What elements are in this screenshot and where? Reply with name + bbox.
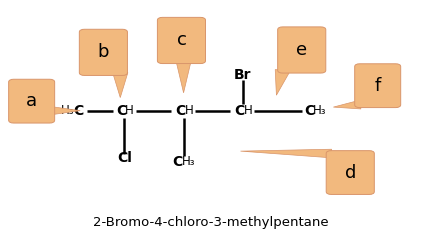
Text: H₃: H₃ [313,104,326,117]
FancyBboxPatch shape [79,29,127,75]
Text: H: H [125,104,134,117]
FancyBboxPatch shape [8,79,55,123]
Text: e: e [296,41,307,59]
FancyBboxPatch shape [326,151,374,194]
FancyBboxPatch shape [355,64,401,108]
FancyBboxPatch shape [278,27,326,73]
Text: C: C [116,104,127,118]
Text: c: c [176,31,187,50]
Polygon shape [241,149,332,158]
Text: H: H [243,104,252,117]
Text: d: d [345,164,356,182]
Text: Br: Br [234,68,252,82]
Polygon shape [333,100,361,109]
Text: C: C [235,104,245,118]
Text: H: H [184,104,193,117]
Text: b: b [97,43,109,61]
Text: f: f [375,77,381,95]
Polygon shape [275,69,290,95]
Text: H₃: H₃ [61,104,74,117]
Text: 2-Bromo-4-chloro-3-methylpentane: 2-Bromo-4-chloro-3-methylpentane [93,216,329,229]
Text: C: C [73,104,84,118]
Text: H₃: H₃ [182,155,195,168]
Text: C: C [176,104,186,118]
Text: a: a [26,92,37,110]
Text: C: C [304,104,314,118]
Text: Cl: Cl [117,151,132,165]
FancyBboxPatch shape [157,17,206,64]
Polygon shape [113,73,128,98]
Polygon shape [176,61,191,93]
Text: C: C [173,155,183,169]
Polygon shape [50,106,80,115]
